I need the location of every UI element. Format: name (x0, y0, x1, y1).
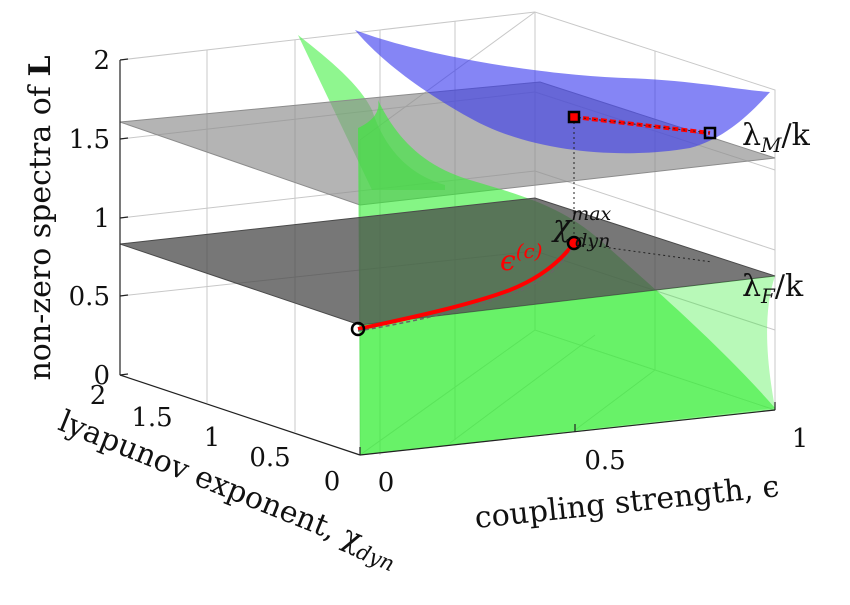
z-tick-2 (119, 58, 129, 61)
z-tick-label-0: 0 (93, 361, 110, 391)
z-tick-1.5 (119, 137, 129, 140)
curve-epsilon-c-shadow (357, 244, 575, 332)
curve-start-marker (350, 321, 366, 337)
point-label: χmax dyn (551, 203, 612, 252)
y-tick-labels: 2 1.5 1 0.5 0 (90, 381, 341, 497)
z-axis-label-main: non-zero spectra of (23, 77, 58, 381)
z-tick-0.5 (119, 294, 129, 297)
z-tick-labels: 0 0.5 1 1.5 2 (69, 46, 110, 391)
blue-surface (355, 30, 770, 154)
x-tick-label-1: 1 (792, 424, 809, 454)
z-tick-1 (119, 216, 129, 219)
x-tick-label-0: 0 (378, 468, 395, 498)
y-tick-label-1: 1 (204, 423, 221, 453)
x-axis-label: coupling strength, ϵ (473, 469, 781, 536)
z-tick-label-1.5: 1.5 (69, 125, 110, 155)
projection-lines (573, 117, 713, 263)
y-tick-label-0: 0 (324, 467, 341, 497)
upper-end-marker (703, 126, 717, 140)
point-label-sub: dyn (575, 230, 610, 252)
curve-label-sup: (c) (516, 239, 543, 263)
plane-lambda-f-tail: /k (775, 269, 804, 304)
plane-lambda-m-main: λ (742, 118, 761, 153)
z-tick-label-2: 2 (93, 46, 110, 76)
projection-diagonal (573, 242, 713, 263)
y-axis-label: lyapunov exponent, χdyn (52, 404, 403, 576)
z-axis-label-bold: L (23, 55, 58, 76)
z-axis-label: non-zero spectra of L (23, 55, 58, 380)
plane-lambda-f (119, 197, 776, 326)
green-surface-lower (360, 276, 775, 455)
plane-lambda-f-sub: F (760, 284, 776, 308)
y-axis-line (119, 374, 361, 456)
curve-label-main: ϵ (500, 244, 516, 277)
y-tick-label-0.5: 0.5 (249, 443, 290, 473)
curve-label: ϵ(c) (500, 239, 543, 277)
point-label-sup: max (571, 203, 611, 225)
plane-lambda-m-tail: /k (782, 118, 811, 153)
plane-lambda-f-main: λ (742, 269, 761, 304)
z-tick-label-1: 1 (93, 204, 110, 234)
curve-epsilon-c (357, 241, 576, 331)
x-axis-line (359, 409, 776, 456)
plane-lambda-m-label: λM/k (742, 118, 811, 157)
point-label-main: χ (551, 209, 573, 244)
y-axis-label-sub: dyn (353, 539, 398, 576)
tick-marks (119, 58, 776, 455)
upper-segment (573, 115, 711, 135)
z-tick-0 (119, 373, 129, 376)
plane-lambda-m-sub: M (760, 133, 782, 157)
back-top-edge (119, 11, 536, 61)
x-tick-labels: 0 0.5 1 (378, 424, 809, 498)
y-tick-label-2: 2 (90, 381, 107, 411)
z-tick-label-0.5: 0.5 (69, 282, 110, 312)
curve-end-marker (566, 235, 582, 251)
y-tick-label-1.5: 1.5 (131, 403, 172, 433)
x-tick-label-0.5: 0.5 (584, 446, 625, 476)
upper-start-marker (567, 110, 581, 124)
plane-lambda-f-label: λF/k (742, 269, 804, 308)
